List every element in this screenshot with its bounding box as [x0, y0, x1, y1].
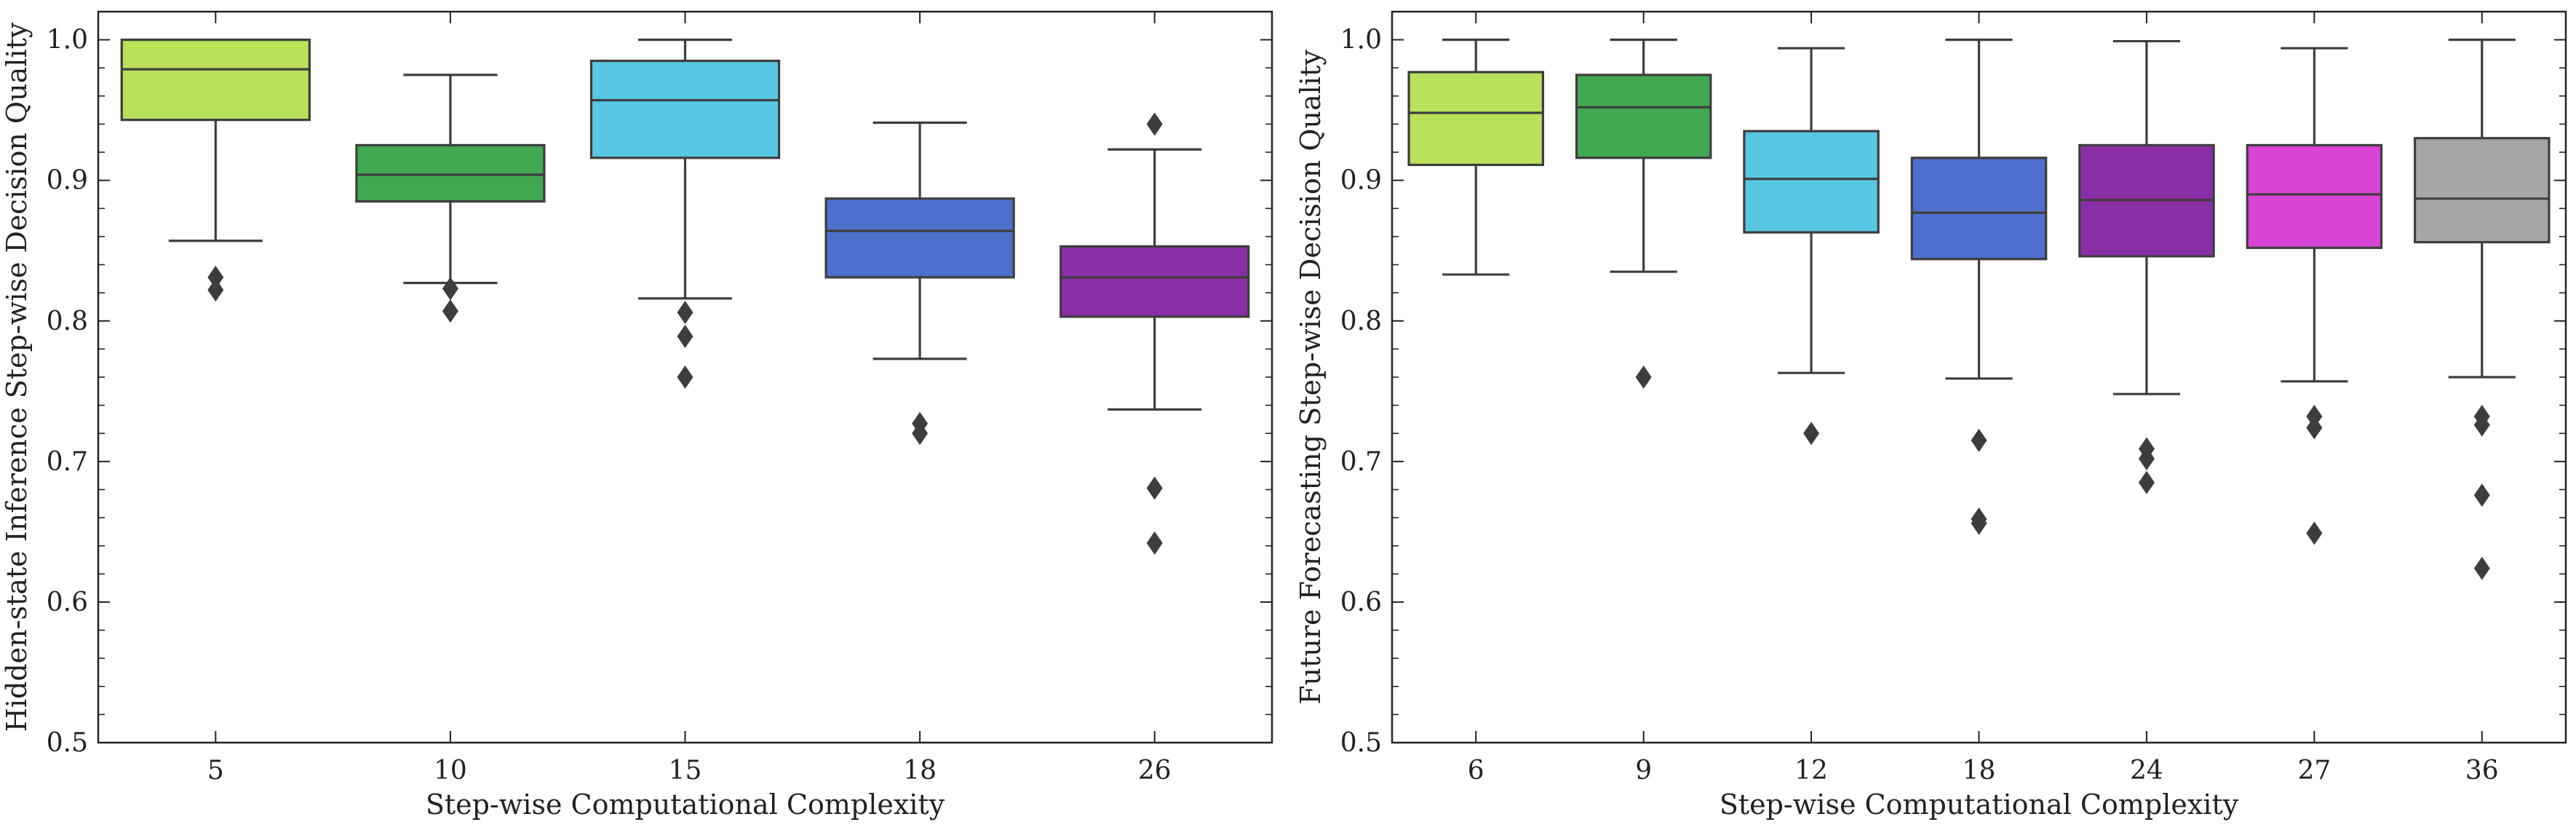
outlier-marker [442, 299, 458, 323]
box-6 [1407, 71, 1544, 167]
outlier-marker [677, 301, 693, 325]
y-tick-label: 0.7 [47, 447, 88, 477]
x-tick-label: 24 [2130, 756, 2163, 786]
outlier-marker [2473, 413, 2490, 437]
x-tick-label: 36 [2465, 756, 2499, 786]
y-axis-label: Hidden-state Inference Step-wise Decisio… [1, 22, 33, 732]
y-axis-label: Future Forecasting Step-wise Decision Qu… [1295, 50, 1327, 705]
outlier-marker [677, 365, 693, 389]
y-tick-label: 0.6 [47, 588, 88, 617]
x-tick-label: 15 [669, 756, 702, 786]
box-5 [120, 39, 311, 122]
outlier-marker [2138, 470, 2155, 494]
outlier-marker [2473, 556, 2490, 580]
y-tick-label: 1.0 [47, 25, 88, 55]
box-36 [2414, 137, 2551, 244]
x-tick-label: 27 [2297, 756, 2331, 786]
x-axis-label: Step-wise Computational Complexity [426, 788, 945, 821]
outlier-marker [1803, 422, 1820, 446]
y-tick-label: 0.5 [47, 728, 88, 758]
plot-frame [97, 10, 1273, 744]
outlier-marker [1146, 531, 1163, 555]
outlier-marker [912, 422, 929, 446]
box-18 [824, 197, 1015, 279]
box-26 [1060, 245, 1250, 318]
y-tick-label: 1.0 [1340, 25, 1382, 55]
outlier-marker [207, 278, 224, 302]
box-12 [1743, 130, 1880, 234]
outlier-marker [2138, 446, 2155, 470]
outlier-marker [1971, 511, 1987, 535]
outlier-marker [1635, 365, 1652, 389]
y-tick-label: 0.9 [1340, 166, 1382, 196]
y-tick-label: 0.8 [1340, 307, 1382, 336]
box-10 [355, 143, 546, 203]
x-tick-label: 12 [1794, 756, 1828, 786]
x-axis-label: Step-wise Computational Complexity [1720, 788, 2239, 821]
x-tick-label: 26 [1138, 756, 1172, 786]
right-boxplot-panel: 0.5 0.6 0.7 0.8 0.9 1.0 6 9 12 18 24 27 36 Step-wise … [1295, 10, 2567, 821]
y-tick-label: 0.5 [1340, 728, 1382, 758]
outlier-marker [677, 325, 693, 349]
plot-frame [1391, 10, 2567, 744]
outlier-marker [1971, 428, 1987, 452]
outlier-marker [1146, 112, 1163, 136]
outlier-marker [2306, 521, 2323, 545]
outlier-marker [442, 277, 458, 301]
box-9 [1575, 74, 1712, 159]
x-tick-label: 5 [207, 756, 224, 786]
x-tick-label: 6 [1468, 756, 1484, 786]
x-tick-label: 18 [903, 756, 937, 786]
box-27 [2246, 143, 2383, 249]
box-18 [1910, 157, 2048, 261]
outlier-marker [2473, 483, 2490, 507]
y-tick-label: 0.6 [1340, 588, 1382, 617]
outlier-marker [207, 265, 224, 289]
x-tick-label: 9 [1635, 756, 1652, 786]
x-tick-label: 10 [434, 756, 467, 786]
y-tick-label: 0.9 [47, 166, 88, 196]
left-boxplot-panel: 0.5 0.6 0.7 0.8 0.9 1.0 5 10 15 18 26 Step-wise Com… [1, 10, 1273, 821]
y-tick-label: 0.8 [47, 307, 88, 336]
outlier-marker [1146, 476, 1163, 500]
x-tick-label: 18 [1963, 756, 1996, 786]
box-15 [589, 59, 781, 159]
outlier-marker [2306, 416, 2323, 440]
y-tick-label: 0.7 [1340, 447, 1382, 477]
